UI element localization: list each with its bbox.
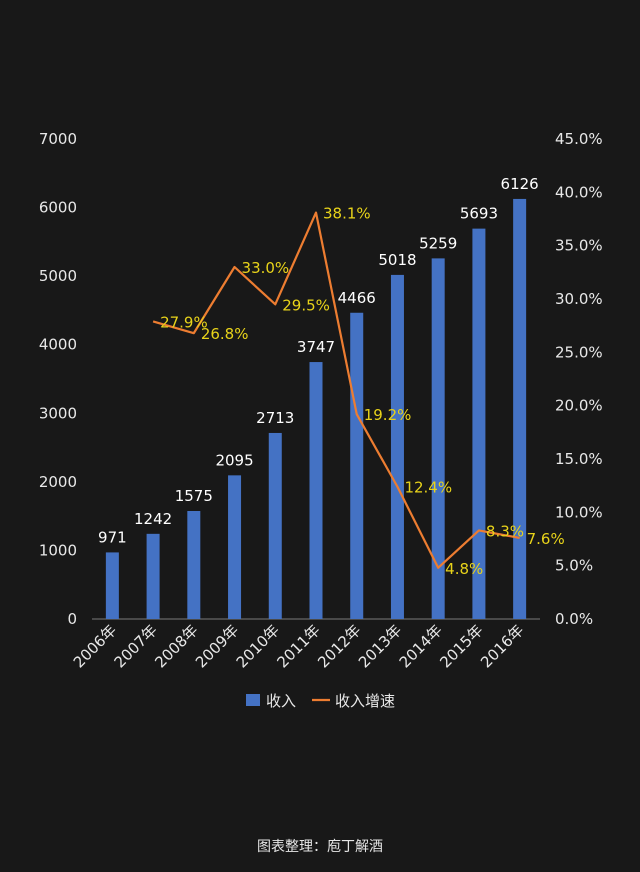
y-left-tick-label: 5000 xyxy=(39,267,77,285)
bar-value-label: 2713 xyxy=(256,409,294,427)
legend-swatch-revenue xyxy=(246,694,260,706)
bar-value-label: 6126 xyxy=(501,175,539,193)
bar-value-label: 4466 xyxy=(338,289,376,307)
y-right-tick-label: 40.0% xyxy=(555,183,603,201)
bar-value-label: 5259 xyxy=(419,234,457,252)
y-right-tick-label: 5.0% xyxy=(555,557,593,575)
bar xyxy=(350,312,364,619)
bar-value-label: 971 xyxy=(98,528,127,546)
bar xyxy=(268,432,282,619)
y-right-tick-label: 35.0% xyxy=(555,237,603,255)
growth-line xyxy=(152,211,520,569)
growth-value-label: 19.2% xyxy=(364,406,412,424)
y-right-tick-label: 45.0% xyxy=(555,130,603,148)
x-tick-label: 2010年 xyxy=(233,621,283,671)
y-right-tick-label: 15.0% xyxy=(555,450,603,468)
bar-value-label: 2095 xyxy=(215,451,253,469)
y-right-tick-label: 10.0% xyxy=(555,503,603,521)
y-right-tick-label: 25.0% xyxy=(555,343,603,361)
bar xyxy=(228,475,242,619)
x-tick-label: 2006年 xyxy=(70,621,120,671)
y-left-tick-label: 1000 xyxy=(39,541,77,559)
y-right-tick-label: 0.0% xyxy=(555,610,593,628)
bar-value-label: 1575 xyxy=(175,487,213,505)
growth-value-label: 8.3% xyxy=(486,522,524,540)
bar-value-label: 3747 xyxy=(297,338,335,356)
x-tick-label: 2014年 xyxy=(396,621,446,671)
revenue-growth-chart: 0 1000 2000 3000 4000 5000 6000 7000 0.0% 5.0% 10.… xyxy=(39,130,603,710)
bar-value-label: 5018 xyxy=(378,251,416,269)
x-tick-label: 2013年 xyxy=(355,621,405,671)
x-tick-label: 2015年 xyxy=(436,621,486,671)
y-left-tick-label: 6000 xyxy=(39,199,77,217)
bar xyxy=(472,228,486,619)
bar-value-label: 5693 xyxy=(460,205,498,223)
bar-value-label: 1242 xyxy=(134,510,172,528)
y-right-tick-label: 30.0% xyxy=(555,290,603,308)
growth-value-label: 4.8% xyxy=(445,560,483,578)
x-tick-label: 2016年 xyxy=(477,621,527,671)
y-left-tick-label: 3000 xyxy=(39,404,77,422)
growth-value-label: 38.1% xyxy=(323,205,371,223)
growth-value-label: 29.5% xyxy=(282,296,330,314)
growth-value-label: 12.4% xyxy=(404,479,452,497)
bar xyxy=(431,258,445,619)
chart-credit: 图表整理：庖丁解酒 xyxy=(257,839,383,855)
y-left-tick-label: 4000 xyxy=(39,336,77,354)
bar xyxy=(309,362,323,619)
y-left-tick-label: 0 xyxy=(67,610,77,628)
legend-label-revenue: 收入 xyxy=(266,692,296,710)
bar xyxy=(187,511,201,619)
bar xyxy=(146,533,160,619)
x-tick-label: 2007年 xyxy=(111,621,161,671)
legend-label-growth: 收入增速 xyxy=(335,692,395,710)
y-left-tick-label: 2000 xyxy=(39,473,77,491)
bar xyxy=(390,274,404,619)
growth-value-label: 33.0% xyxy=(242,259,290,277)
x-tick-label: 2011年 xyxy=(273,621,323,671)
x-tick-label: 2012年 xyxy=(314,621,364,671)
bar xyxy=(105,552,119,619)
bar xyxy=(513,198,527,619)
growth-value-label: 26.8% xyxy=(201,325,249,343)
growth-value-label: 7.6% xyxy=(527,530,565,548)
growth-value-label: 27.9% xyxy=(160,313,208,331)
y-left-tick-label: 7000 xyxy=(39,130,77,148)
y-right-tick-label: 20.0% xyxy=(555,397,603,415)
x-tick-label: 2009年 xyxy=(192,621,242,671)
x-tick-label: 2008年 xyxy=(151,621,201,671)
